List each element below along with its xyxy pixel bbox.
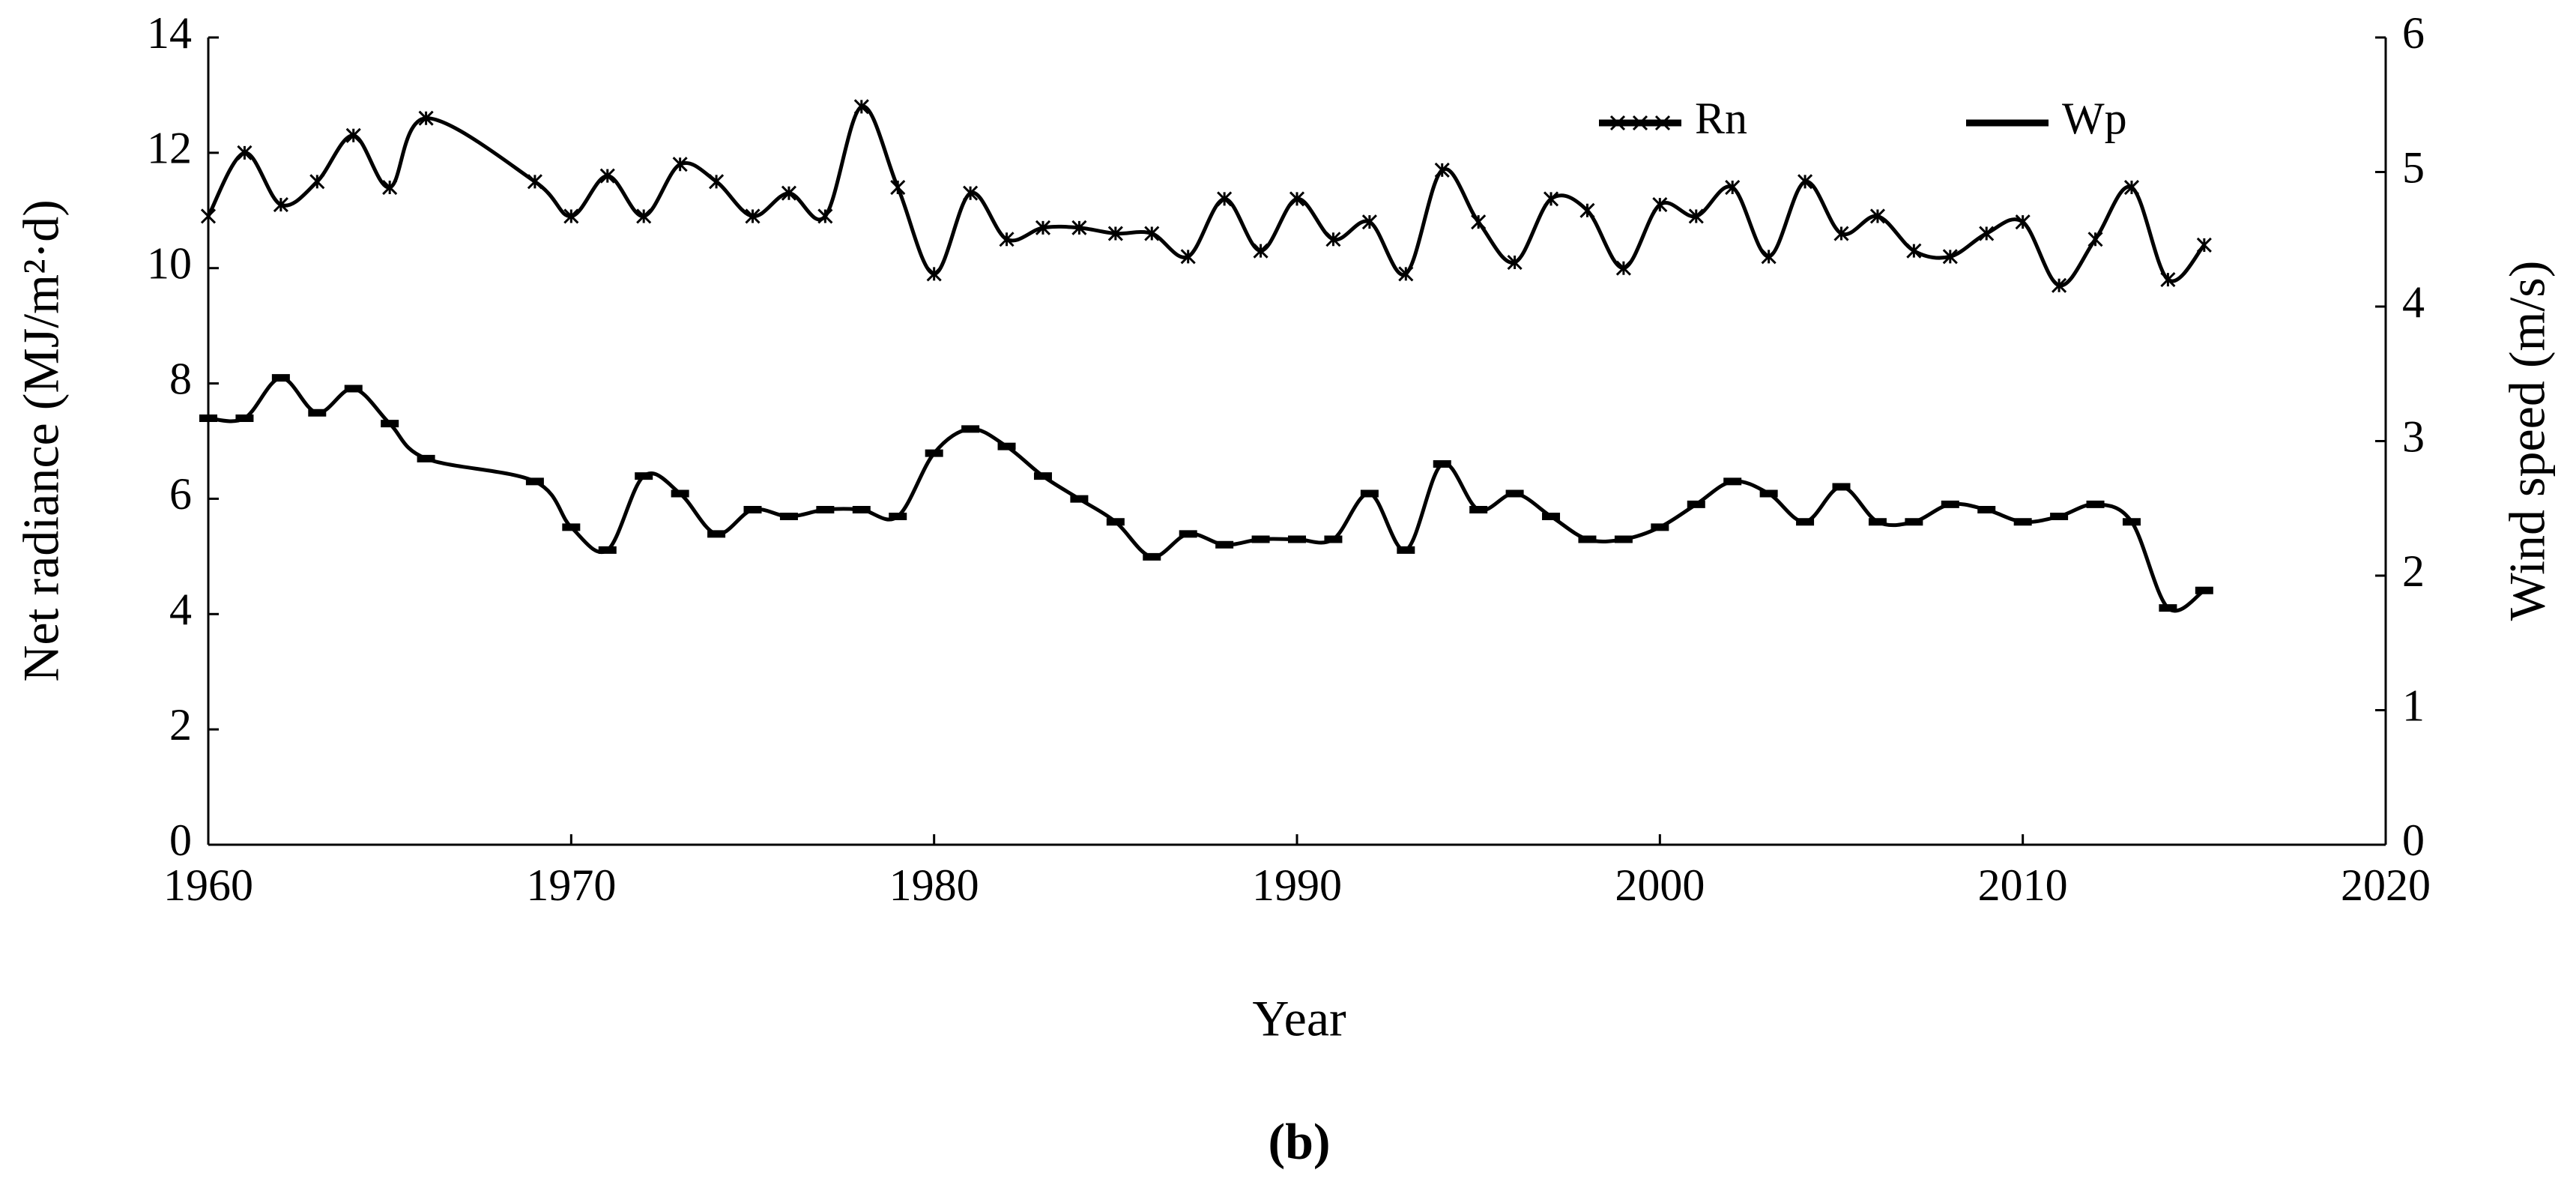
marker bbox=[1217, 191, 1233, 207]
y-axis-label: Net radiance (MJ/m²·d) bbox=[13, 199, 70, 681]
legend-label: Rn bbox=[1695, 94, 1747, 143]
marker bbox=[1979, 226, 1995, 241]
y2-tick-label: 2 bbox=[2402, 546, 2425, 596]
marker bbox=[1798, 174, 1813, 190]
marker bbox=[273, 197, 288, 213]
marker bbox=[1289, 191, 1305, 207]
marker bbox=[1107, 226, 1123, 241]
marker bbox=[1688, 208, 1704, 224]
marker bbox=[1761, 249, 1777, 265]
y2-tick-label: 6 bbox=[2402, 8, 2425, 58]
marker bbox=[1361, 214, 1377, 230]
y-tick-label: 8 bbox=[169, 354, 192, 403]
marker bbox=[345, 127, 361, 143]
marker bbox=[1652, 197, 1668, 213]
y-tick-label: 14 bbox=[147, 8, 192, 58]
marker bbox=[745, 208, 761, 224]
marker bbox=[237, 145, 253, 160]
marker bbox=[2087, 232, 2103, 247]
legend-marker bbox=[1654, 115, 1671, 131]
caption: (b) bbox=[1268, 1113, 1330, 1170]
y-tick-label: 10 bbox=[147, 238, 192, 288]
marker bbox=[1942, 249, 1958, 265]
legend-label: Wp bbox=[2062, 94, 2127, 143]
marker bbox=[1144, 226, 1160, 241]
y2-tick-label: 4 bbox=[2402, 277, 2425, 327]
marker bbox=[1869, 208, 1885, 224]
marker bbox=[1906, 243, 1922, 259]
marker bbox=[527, 174, 542, 190]
x-tick-label: 1990 bbox=[1252, 860, 1342, 910]
x-axis-label: Year bbox=[1252, 990, 1346, 1047]
marker bbox=[1325, 232, 1341, 247]
y-tick-label: 12 bbox=[147, 124, 192, 173]
y2-axis-label: Wind speed (m/s) bbox=[2499, 261, 2556, 621]
marker bbox=[382, 179, 398, 196]
legend-marker bbox=[1632, 115, 1648, 131]
marker bbox=[672, 157, 688, 172]
x-tick-label: 2000 bbox=[1615, 860, 1705, 910]
marker bbox=[636, 208, 652, 224]
marker bbox=[1071, 220, 1087, 235]
marker bbox=[2052, 277, 2067, 293]
y-tick-label: 4 bbox=[169, 585, 192, 634]
marker bbox=[599, 168, 615, 184]
marker bbox=[2160, 272, 2176, 288]
legend-marker bbox=[1609, 115, 1626, 131]
x-tick-label: 2010 bbox=[1978, 860, 2068, 910]
y2-tick-label: 0 bbox=[2402, 815, 2425, 865]
x-tick-label: 1960 bbox=[163, 860, 253, 910]
marker bbox=[1398, 266, 1414, 282]
marker bbox=[1471, 214, 1487, 230]
marker bbox=[709, 174, 725, 190]
marker bbox=[1180, 249, 1196, 265]
marker bbox=[999, 232, 1015, 247]
series-line bbox=[206, 104, 2206, 288]
marker bbox=[2123, 179, 2140, 196]
y2-tick-label: 1 bbox=[2402, 681, 2425, 730]
marker bbox=[418, 110, 434, 126]
marker bbox=[781, 185, 796, 201]
marker bbox=[890, 179, 906, 196]
marker bbox=[563, 208, 579, 224]
y-tick-label: 2 bbox=[169, 700, 192, 750]
marker bbox=[1507, 254, 1523, 271]
y2-tick-label: 5 bbox=[2402, 142, 2425, 192]
marker bbox=[2015, 214, 2031, 230]
marker bbox=[1035, 220, 1051, 235]
marker bbox=[963, 185, 979, 201]
marker bbox=[1253, 243, 1269, 259]
marker bbox=[853, 99, 869, 115]
marker bbox=[1615, 260, 1631, 276]
x-tick-label: 1970 bbox=[526, 860, 616, 910]
marker bbox=[926, 266, 942, 282]
marker bbox=[2196, 237, 2212, 253]
x-tick-label: 1980 bbox=[889, 860, 979, 910]
marker bbox=[1543, 191, 1559, 207]
y-tick-label: 6 bbox=[169, 469, 192, 519]
marker bbox=[1579, 202, 1595, 218]
marker bbox=[1725, 179, 1741, 196]
y-tick-label: 0 bbox=[169, 815, 192, 865]
series-line bbox=[208, 376, 2206, 613]
marker bbox=[309, 174, 325, 190]
marker bbox=[1833, 226, 1849, 241]
y2-tick-label: 3 bbox=[2402, 411, 2425, 461]
marker bbox=[817, 208, 833, 224]
marker bbox=[200, 208, 217, 224]
x-tick-label: 2020 bbox=[2341, 860, 2431, 910]
marker bbox=[1434, 162, 1450, 178]
